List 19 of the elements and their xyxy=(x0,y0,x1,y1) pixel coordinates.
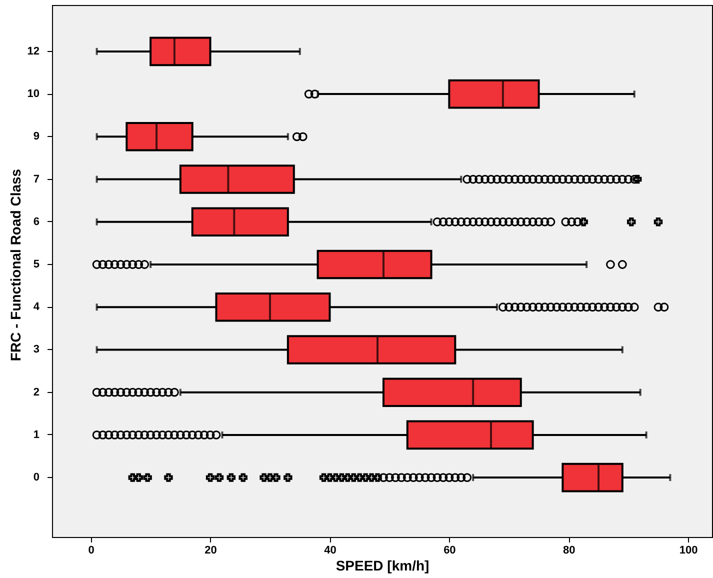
x-tick-label: 60 xyxy=(444,544,456,556)
y-tick-label: 10 xyxy=(27,88,40,100)
x-tick-label: 40 xyxy=(324,544,336,556)
y-tick-label: 0 xyxy=(33,472,40,484)
x-tick-label: 20 xyxy=(204,544,217,556)
y-tick-label: 7 xyxy=(33,173,40,186)
y-tick-label: 1 xyxy=(33,428,40,441)
x-tick-label: 80 xyxy=(563,544,576,556)
x-tick-label: 0 xyxy=(88,544,94,556)
y-tick-label: 12 xyxy=(27,45,40,58)
y-tick-label: 3 xyxy=(33,344,40,356)
y-tick-label: 9 xyxy=(33,130,40,143)
x-tick-label: 100 xyxy=(679,544,698,556)
y-tick-label: 4 xyxy=(33,301,40,314)
y-tick-label: 5 xyxy=(33,258,40,270)
x-axis-title: SPEED [km/h] xyxy=(336,558,430,574)
y-tick-label: 2 xyxy=(33,386,40,398)
y-axis-title: FRC - Functional Road Class xyxy=(7,168,24,362)
y-tick-label: 6 xyxy=(33,216,40,228)
